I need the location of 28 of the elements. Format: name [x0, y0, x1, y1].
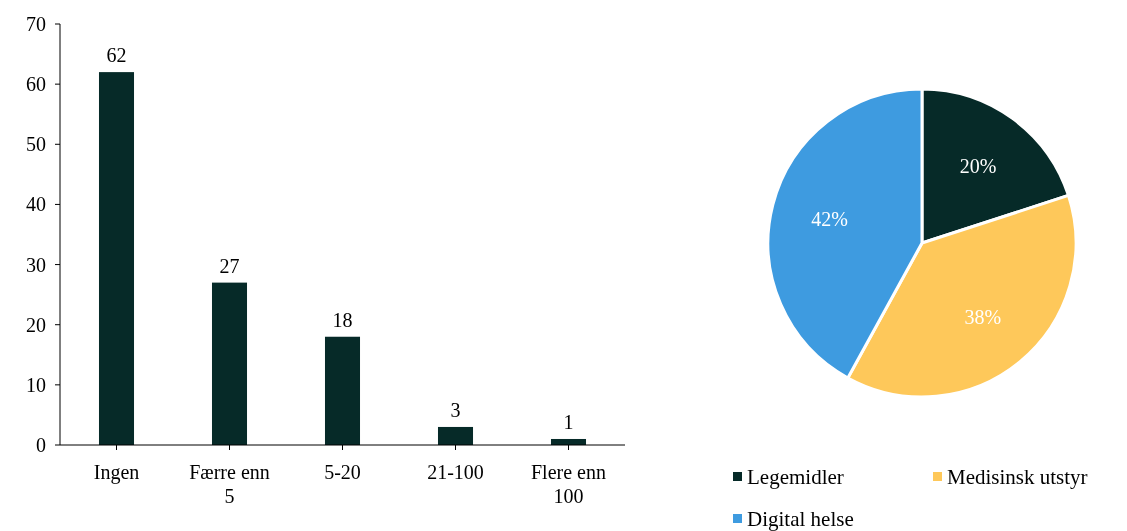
data-label: 42%	[811, 208, 848, 231]
y-tick-label: 70	[26, 13, 46, 35]
x-tick-label: 21-100	[427, 461, 484, 483]
y-tick-label: 20	[26, 313, 46, 336]
data-label: 3	[450, 398, 461, 421]
data-label: 18	[332, 308, 353, 331]
data-label: 20%	[959, 154, 997, 177]
y-tick-label: 50	[26, 133, 46, 156]
x-tick-label: Ingen	[93, 461, 140, 484]
bar	[324, 336, 361, 445]
legend-label: Digital helse	[747, 507, 854, 531]
bar	[98, 72, 135, 445]
bar	[437, 426, 474, 445]
x-tick-label: Flere enn 100	[531, 461, 606, 507]
x-tick-label: Færre enn 5	[189, 461, 270, 507]
data-label: 27	[219, 254, 240, 277]
legend-label: Legemidler	[747, 465, 844, 490]
y-tick-label: 60	[26, 73, 46, 96]
y-tick-label: 30	[26, 253, 46, 276]
x-tick-label: 5-20	[324, 461, 361, 483]
data-label: 62	[106, 44, 127, 67]
bar	[211, 282, 248, 445]
legend-label: Medisinsk utstyr	[947, 465, 1088, 490]
data-label: 1	[563, 410, 574, 433]
y-tick-label: 40	[26, 193, 46, 216]
data-label: 38%	[964, 305, 1002, 328]
y-tick-label: 10	[26, 373, 46, 396]
y-tick-label: 0	[36, 434, 46, 456]
